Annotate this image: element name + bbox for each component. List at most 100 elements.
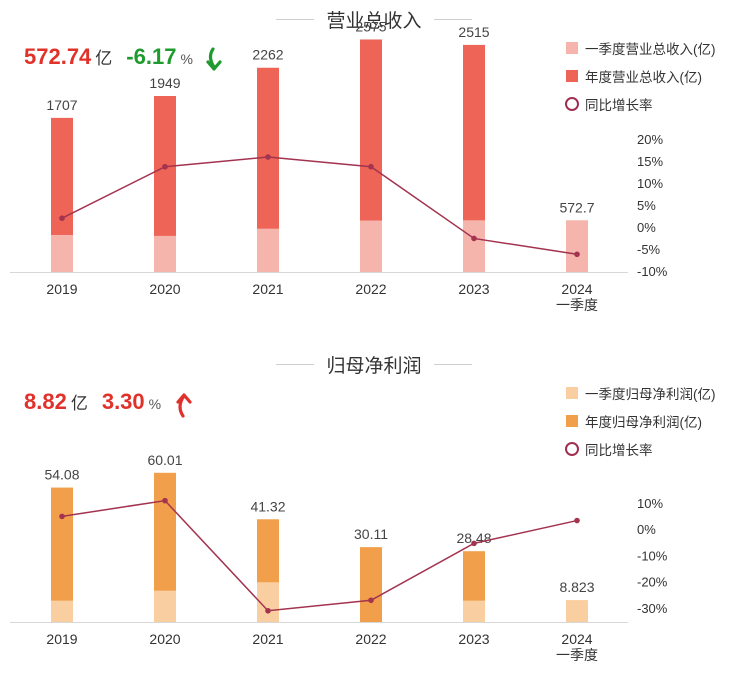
growth-rate-point-1 — [162, 497, 168, 504]
legend-ring-marker — [565, 442, 579, 456]
legend-swatch — [566, 42, 578, 54]
revenue-chart-title: 营业总收入 — [326, 11, 422, 32]
revenue-headline-percent: % — [180, 51, 193, 67]
bar-value-label-5: 572.7 — [559, 199, 594, 215]
bar-quarter-4 — [463, 220, 485, 272]
bar-value-label-3: 2575 — [355, 18, 386, 34]
y-right-tick-3: -20% — [637, 575, 668, 590]
growth-rate-point-3 — [368, 597, 374, 604]
bar-value-label-4: 2515 — [458, 24, 489, 40]
growth-rate-point-0 — [59, 513, 65, 520]
y-right-tick-1: 0% — [637, 522, 656, 537]
profit-chart-panel: 归母净利润 8.82 亿 3.30% 一季度归母净利润(亿) 年度归母净利润(亿) … — [0, 345, 748, 682]
bar-annual-0 — [51, 117, 73, 273]
growth-rate-point-2 — [265, 154, 271, 160]
revenue-chart-panel: 营业总收入 572.74 亿 -6.17% 一季度营业总收入(亿) 年度营业总收入(… — [0, 0, 748, 340]
y-right-tick-4: 0% — [637, 220, 656, 235]
growth-rate-point-2 — [265, 607, 271, 614]
bar-annual-0 — [51, 487, 73, 622]
bar-quarter-5 — [566, 220, 588, 272]
legend-swatch — [566, 70, 578, 82]
x-tick-label-3: 2022 — [355, 281, 386, 297]
bar-quarter-2 — [257, 228, 279, 272]
bar-quarter-1 — [154, 590, 176, 622]
bar-value-label-2: 41.32 — [250, 498, 285, 514]
profit-title-row: 归母净利润 — [0, 351, 748, 378]
profit-chart-title: 归母净利润 — [326, 356, 422, 377]
y-right-tick-4: -30% — [637, 601, 668, 616]
profit-headline-percent: % — [148, 396, 162, 412]
profit-chart-svg: 54.08 2019 60.01 2020 41.32 2021 30.11 2022 28.4… — [10, 452, 668, 663]
x-tick-label-5: 2024 — [561, 281, 592, 297]
y-right-tick-2: 10% — [637, 176, 663, 191]
bar-value-label-2: 2262 — [252, 47, 283, 63]
revenue-headline-unit: 亿 — [95, 49, 113, 68]
legend-item-annual-revenue: 年度营业总收入(亿) — [565, 62, 716, 90]
growth-rate-point-4 — [471, 235, 477, 242]
revenue-headline-value: 572.74 — [24, 44, 92, 69]
x-tick-label-4: 2023 — [458, 631, 489, 647]
bar-annual-1 — [154, 96, 176, 272]
legend-swatch — [566, 415, 578, 427]
x-tick-label-3: 2022 — [355, 631, 386, 647]
growth-rate-point-4 — [471, 540, 477, 547]
growth-rate-point-0 — [59, 215, 65, 221]
bar-annual-1 — [154, 472, 176, 622]
bar-quarter-2 — [257, 582, 279, 622]
growth-rate-line — [61, 156, 578, 256]
revenue-title-row: 营业总收入 — [0, 6, 748, 33]
legend-ring-marker — [565, 97, 579, 111]
bar-annual-3 — [360, 39, 382, 273]
legend-item-annual-profit: 年度归母净利润(亿) — [565, 407, 716, 435]
growth-rate-point-5 — [574, 251, 580, 258]
arrow-down-icon — [206, 47, 222, 71]
bar-quarter-5 — [566, 600, 588, 622]
y-right-tick-1: 15% — [637, 154, 663, 169]
x-tick-label-5-sub: 一季度 — [556, 647, 598, 663]
bar-value-label-4: 28.48 — [456, 530, 491, 546]
x-tick-label-0: 2019 — [46, 281, 77, 297]
bar-quarter-1 — [154, 235, 176, 272]
growth-rate-point-3 — [368, 163, 374, 170]
arrow-up-icon — [175, 393, 192, 418]
legend-item-growth-rate: 同比增长率 — [565, 90, 716, 118]
bar-value-label-0: 54.08 — [44, 467, 79, 483]
bar-quarter-0 — [51, 600, 73, 622]
profit-headline-change: 3.30 — [101, 389, 145, 414]
y-right-tick-2: -10% — [637, 548, 668, 563]
revenue-headline: 572.74 亿 -6.17% — [24, 44, 225, 73]
y-right-tick-0: 10% — [637, 496, 663, 511]
profit-headline: 8.82 亿 3.30% — [24, 389, 194, 418]
legend-item-growth-rate: 同比增长率 — [565, 435, 716, 463]
bar-value-label-5: 8.823 — [559, 579, 594, 595]
bar-annual-2 — [257, 67, 279, 272]
bar-value-label-1: 1949 — [149, 75, 180, 91]
bar-quarter-4 — [463, 600, 485, 622]
bar-annual-4 — [463, 44, 485, 272]
bar-value-label-0: 1707 — [46, 97, 77, 113]
bar-value-label-1: 60.01 — [147, 452, 182, 468]
bar-quarter-0 — [51, 234, 73, 272]
growth-rate-line — [61, 499, 578, 612]
revenue-legend: 一季度营业总收入(亿) 年度营业总收入(亿) 同比增长率 — [565, 34, 716, 118]
x-tick-label-2: 2021 — [252, 631, 283, 647]
y-right-tick-5: -5% — [637, 242, 661, 257]
revenue-headline-change: -6.17 — [126, 44, 177, 69]
y-right-tick-0: 20% — [637, 132, 663, 147]
x-tick-label-1: 2020 — [149, 631, 180, 647]
revenue-chart-svg: 1707 2019 1949 2020 2262 2021 2575 2022 2515 2023… — [10, 18, 668, 313]
x-tick-label-5: 2024 — [561, 631, 592, 647]
growth-rate-point-5 — [574, 517, 580, 524]
profit-headline-unit: 亿 — [70, 394, 88, 413]
legend-item-quarter-profit: 一季度归母净利润(亿) — [565, 379, 716, 407]
growth-rate-point-1 — [162, 163, 168, 170]
x-tick-label-5-sub: 一季度 — [556, 297, 598, 313]
x-tick-label-0: 2019 — [46, 631, 77, 647]
y-right-tick-6: -10% — [637, 264, 668, 279]
bar-annual-3 — [360, 547, 382, 622]
x-tick-label-1: 2020 — [149, 281, 180, 297]
x-tick-label-2: 2021 — [252, 281, 283, 297]
profit-headline-value: 8.82 — [24, 389, 67, 414]
y-right-tick-3: 5% — [637, 198, 656, 213]
bar-value-label-3: 30.11 — [354, 526, 388, 542]
